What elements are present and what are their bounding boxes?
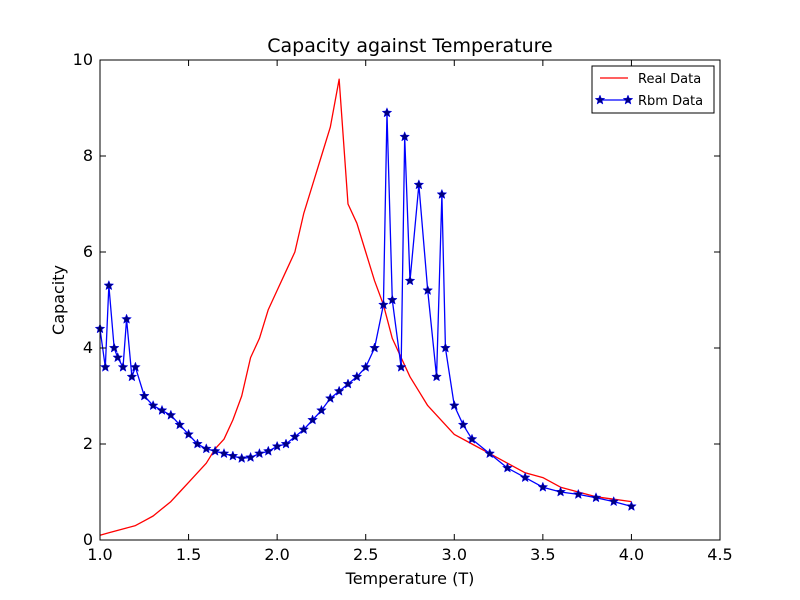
y-tick-label: 10 bbox=[73, 50, 93, 69]
series-2-point bbox=[519, 471, 531, 483]
legend: Real Data Rbm Data bbox=[591, 65, 715, 114]
x-tick-label: 3.5 bbox=[530, 545, 555, 564]
y-tick-label: 0 bbox=[83, 530, 93, 549]
series-2-point bbox=[399, 131, 411, 142]
series-2-point bbox=[103, 279, 115, 291]
series-2-point bbox=[126, 371, 138, 382]
y-tick-label: 4 bbox=[83, 338, 93, 357]
x-tick-label: 3.0 bbox=[442, 545, 467, 564]
series-2-point bbox=[209, 445, 221, 456]
legend-item-2: Rbm Data bbox=[594, 94, 703, 109]
series-2-point bbox=[590, 492, 602, 503]
series-line-1 bbox=[99, 78, 632, 536]
series-2-point bbox=[360, 361, 372, 372]
series-2-point bbox=[386, 294, 398, 305]
series-2-point bbox=[342, 378, 354, 389]
legend-marker bbox=[622, 94, 634, 105]
series-2-point bbox=[117, 361, 129, 372]
series-2-point bbox=[99, 361, 111, 372]
series-2-point bbox=[413, 179, 425, 190]
series-2-point bbox=[324, 392, 336, 403]
series-2-point bbox=[351, 371, 363, 382]
series-2-point bbox=[254, 447, 265, 459]
legend-label: Rbm Data bbox=[638, 94, 703, 109]
chart-title: Capacity against Temperature bbox=[267, 35, 552, 57]
x-tick-label: 4.5 bbox=[707, 545, 732, 564]
x-tick-label: 1.0 bbox=[87, 545, 112, 564]
series-line-2 bbox=[99, 112, 632, 508]
series-2-point bbox=[436, 188, 448, 199]
series-2-point bbox=[502, 462, 513, 473]
x-tick-label: 1.5 bbox=[176, 545, 201, 564]
series-2-point bbox=[289, 431, 301, 442]
y-axis: 0 2 4 6 8 10 bbox=[73, 50, 720, 549]
plot-area bbox=[94, 78, 637, 536]
series-1 bbox=[99, 78, 632, 536]
series-2-point bbox=[333, 385, 345, 396]
series-2-point bbox=[165, 409, 177, 420]
series-2-point bbox=[200, 443, 212, 454]
series-2-point bbox=[183, 428, 194, 439]
series-2-point bbox=[555, 486, 566, 497]
y-axis-label: Capacity bbox=[49, 265, 68, 335]
series-2-point bbox=[422, 284, 434, 295]
legend-marker bbox=[594, 94, 606, 105]
series-2-point bbox=[626, 500, 637, 511]
series-2-point bbox=[457, 419, 469, 430]
series-2-point bbox=[404, 275, 416, 286]
series-2-point bbox=[236, 452, 248, 463]
series-2-point bbox=[108, 342, 120, 353]
y-tick-label: 2 bbox=[83, 434, 93, 453]
series-2-point bbox=[440, 342, 451, 353]
series-2-point bbox=[448, 399, 460, 411]
series-2-point bbox=[608, 495, 620, 507]
series-2-point bbox=[121, 313, 132, 324]
series-2-point bbox=[369, 342, 380, 353]
series-2 bbox=[94, 107, 637, 511]
y-tick-label: 6 bbox=[83, 242, 93, 261]
series-2-point bbox=[316, 404, 327, 415]
legend-box bbox=[591, 65, 715, 114]
series-2-point bbox=[245, 451, 256, 463]
x-tick-label: 2.0 bbox=[264, 545, 289, 564]
series-2-point bbox=[381, 107, 393, 118]
x-axis: 1.0 1.5 2.0 2.5 3.0 3.5 4.0 4.5 bbox=[87, 60, 733, 564]
x-tick-label: 2.5 bbox=[353, 545, 378, 564]
series-2-point bbox=[138, 390, 150, 401]
series-2-point bbox=[227, 450, 239, 461]
series-2-point bbox=[130, 361, 141, 372]
plot-frame bbox=[99, 59, 721, 541]
series-2-point bbox=[218, 447, 230, 459]
series-2-point bbox=[156, 404, 168, 415]
series-2-point bbox=[262, 445, 274, 456]
series-2-point bbox=[466, 433, 478, 444]
series-2-point bbox=[572, 488, 584, 499]
series-2-point bbox=[378, 299, 389, 310]
series-2-point bbox=[147, 399, 159, 411]
x-axis-label: Temperature (T) bbox=[345, 569, 475, 588]
x-tick-label: 4.0 bbox=[619, 545, 644, 564]
series-2-point bbox=[484, 447, 496, 459]
series-2-point bbox=[174, 419, 186, 430]
series-2-point bbox=[271, 440, 283, 451]
series-2-point bbox=[112, 351, 124, 363]
legend-item-1: Real Data bbox=[600, 72, 701, 87]
series-2-point bbox=[280, 438, 292, 449]
series-2-point bbox=[192, 438, 203, 449]
series-2-point bbox=[431, 371, 442, 382]
legend-label: Real Data bbox=[638, 72, 701, 87]
series-2-point bbox=[298, 423, 310, 435]
series-2-point bbox=[307, 414, 318, 425]
y-tick-label: 8 bbox=[83, 146, 93, 165]
series-2-point bbox=[395, 361, 407, 372]
series-2-point bbox=[537, 481, 549, 492]
